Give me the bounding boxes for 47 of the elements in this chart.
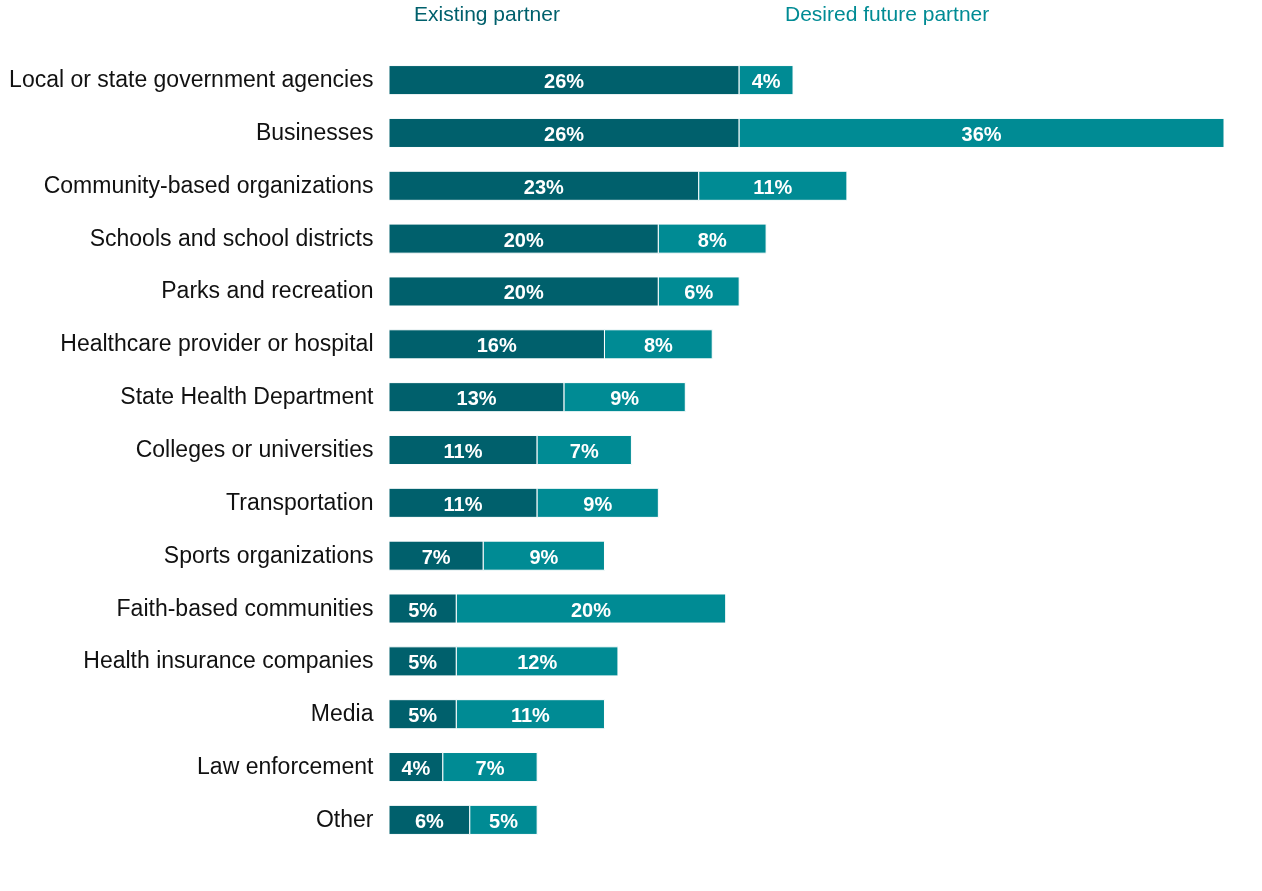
- data-label: 9%: [610, 387, 640, 410]
- data-label: 5%: [408, 651, 438, 674]
- y-tick-label: Parks and recreation: [161, 277, 374, 304]
- data-label: 12%: [517, 651, 558, 674]
- series-label: Existing partner: [414, 1, 560, 25]
- y-tick-label: Sports organizations: [163, 541, 374, 568]
- y-tick-label: Transportation: [226, 488, 374, 515]
- data-label: 11%: [510, 704, 551, 727]
- y-tick-label: Other: [315, 805, 374, 832]
- y-tick-label: Colleges or universities: [135, 436, 374, 462]
- series-label: Desired future partner: [785, 1, 990, 25]
- data-label: 11%: [753, 175, 793, 198]
- data-label: 9%: [529, 545, 559, 568]
- data-label: 23%: [523, 175, 565, 198]
- y-tick-label: Local or state government agencies: [9, 66, 374, 93]
- data-label: 5%: [408, 598, 438, 621]
- data-label: 36%: [961, 122, 1002, 145]
- data-label: 7%: [475, 757, 505, 780]
- y-tick-label: Media: [310, 700, 374, 727]
- data-label: 11%: [443, 440, 483, 462]
- data-label: 20%: [503, 281, 544, 304]
- y-tick-label: Healthcare provider or hospital: [60, 330, 374, 357]
- y-tick-label: Faith-based communities: [116, 594, 374, 621]
- data-label: 5%: [408, 704, 438, 727]
- y-tick-label: Schools and school districts: [89, 224, 374, 251]
- data-label: 7%: [421, 545, 451, 568]
- data-label: 11%: [443, 492, 483, 515]
- data-label: 26%: [544, 122, 585, 145]
- data-label: 6%: [414, 809, 445, 832]
- y-tick-label: Health insurance companies: [83, 647, 374, 674]
- y-tick-label: Businesses: [255, 118, 374, 145]
- data-label: 20%: [503, 228, 544, 251]
- data-label: 5%: [489, 809, 519, 832]
- data-label: 8%: [697, 228, 727, 251]
- data-label: 16%: [476, 334, 517, 357]
- data-label: 8%: [643, 334, 674, 357]
- y-tick-label: Law enforcement: [197, 753, 375, 780]
- data-label: 13%: [456, 387, 497, 410]
- data-label: 4%: [751, 70, 781, 93]
- data-label: 20%: [571, 598, 612, 621]
- data-label: 6%: [684, 281, 714, 304]
- data-label: 4%: [401, 757, 431, 780]
- y-tick-label: State Health Department: [120, 383, 375, 410]
- y-tick-label: Community-based organizations: [43, 171, 374, 198]
- data-label: 9%: [583, 492, 613, 515]
- data-label: 7%: [569, 440, 599, 462]
- data-label: 26%: [544, 70, 585, 93]
